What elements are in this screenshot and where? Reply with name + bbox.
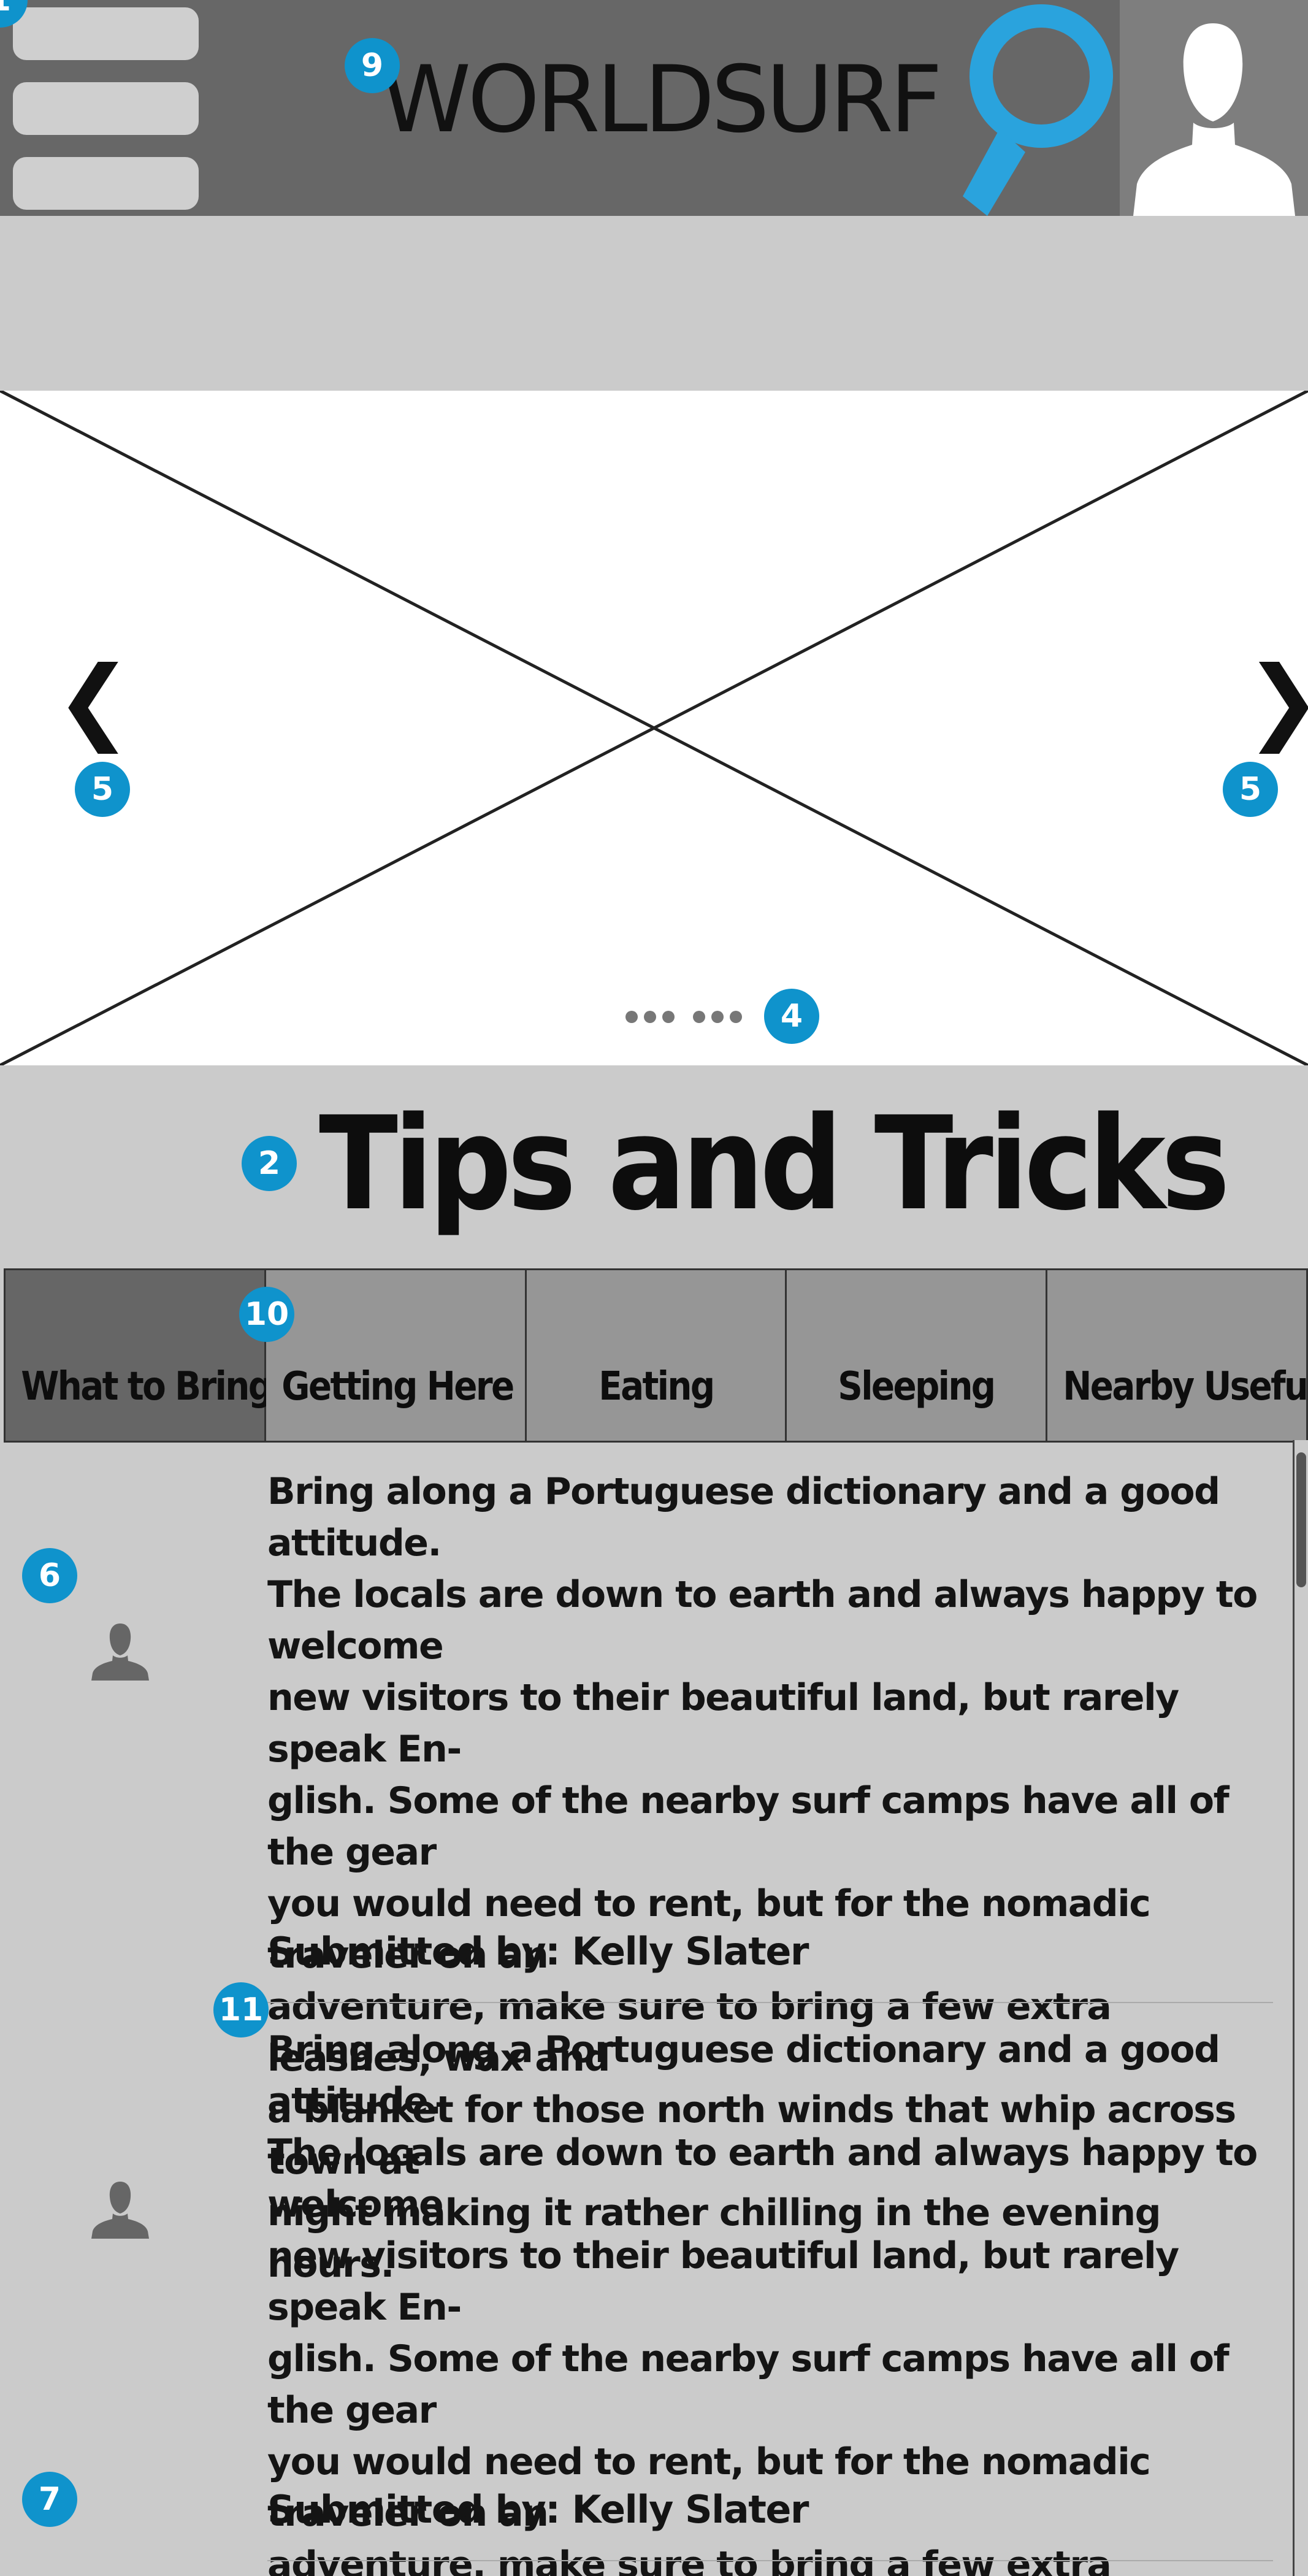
sub-header-bar — [0, 216, 1308, 391]
menu-icon-bar — [13, 82, 199, 135]
tab-eating[interactable]: Eating — [526, 1270, 787, 1441]
submitted-by: Submitted by: Kelly Slater — [267, 1929, 809, 1974]
tips-list: Bring along a Portuguese dictionary and … — [0, 1443, 1308, 2576]
annotation-badge: 4 — [764, 989, 819, 1044]
annotation-badge: 7 — [22, 2472, 77, 2527]
header-bar: WORLDSURF — [0, 0, 1308, 216]
app-title: WORLDSURF — [380, 47, 943, 153]
pagination-dot[interactable] — [711, 1011, 724, 1023]
tab-label: Eating — [598, 1364, 715, 1409]
search-button[interactable] — [957, 0, 1122, 216]
pagination-dot[interactable] — [625, 1011, 638, 1023]
comment-line: night making it rather chilling in the e… — [267, 2191, 1161, 2286]
comment-line: you would need to rent, but for the noma… — [267, 2440, 1151, 2535]
annotation-badge: 1 — [0, 0, 28, 28]
pagination-dot[interactable] — [662, 1011, 675, 1023]
comment-line: glish. Some of the nearby surf camps hav… — [267, 1779, 1230, 1874]
user-avatar-icon — [1133, 23, 1295, 216]
image-placeholder — [0, 391, 1308, 1065]
tab-sleeping[interactable]: Sleeping — [787, 1270, 1048, 1441]
menu-icon — [13, 7, 199, 60]
tab-what-to-bring[interactable]: What to Bring — [6, 1270, 273, 1441]
comment-line: The locals are down to earth and always … — [267, 1573, 1258, 1668]
comment-line: Bring along a Portuguese dictionary and … — [267, 1470, 1220, 1565]
annotation-badge: 5 — [75, 762, 130, 817]
tab-getting-here[interactable]: Getting Here — [266, 1270, 527, 1441]
submitted-by: Submitted by: Kelly Slater — [267, 2487, 809, 2532]
carousel-next-button[interactable]: ❯ — [1245, 654, 1308, 746]
comment-line: Bring along a Portuguese dictionary and … — [267, 2028, 1220, 2123]
tab-label: Getting Here — [281, 1364, 514, 1409]
tab-label: Sleeping — [838, 1364, 996, 1409]
divider — [267, 2560, 1273, 2561]
pagination-dot[interactable] — [644, 1011, 656, 1023]
comment-line: glish. Some of the nearby surf camps hav… — [267, 2337, 1230, 2432]
annotation-badge: 5 — [1223, 762, 1278, 817]
annotation-badge: 11 — [213, 1982, 269, 2037]
tab-label: What to Bring — [21, 1364, 273, 1409]
carousel-pagination[interactable] — [625, 1003, 754, 1028]
annotation-badge: 10 — [239, 1287, 294, 1342]
pagination-dot[interactable] — [730, 1011, 742, 1023]
user-icon — [91, 1623, 149, 1681]
annotation-badge: 2 — [242, 1136, 297, 1191]
tab-label: Nearby Usefuls — [1063, 1364, 1308, 1409]
profile-button[interactable] — [1120, 0, 1308, 216]
annotation-badge: 9 — [345, 38, 400, 93]
search-icon — [963, 4, 1113, 216]
pagination-dot[interactable] — [693, 1011, 705, 1023]
tips-tab-bar: What to Bring Getting Here Eating Sleepi… — [4, 1268, 1308, 1443]
hamburger-menu-button[interactable] — [0, 0, 208, 216]
list-scrollbar[interactable] — [1293, 1440, 1308, 2576]
comment-line: adventure, make sure to bring a few extr… — [267, 2543, 1112, 2576]
divider — [267, 2002, 1273, 2003]
comment-text: Bring along a Portuguese dictionary and … — [267, 1466, 1273, 2290]
comment-line: new visitors to their beautiful land, bu… — [267, 2234, 1179, 2329]
user-icon — [91, 2182, 149, 2239]
comment-line: a blanket for those north winds that whi… — [267, 2088, 1236, 2183]
tab-nearby-usefuls[interactable]: Nearby Usefuls — [1047, 1270, 1308, 1441]
annotation-badge: 6 — [22, 1548, 77, 1603]
comment-line: new visitors to their beautiful land, bu… — [267, 1676, 1179, 1771]
section-heading: Tips and Tricks — [319, 1089, 1230, 1239]
comment-line: adventure, make sure to bring a few extr… — [267, 1985, 1112, 2080]
comment-line: you would need to rent, but for the noma… — [267, 1882, 1151, 1977]
comment-line: The locals are down to earth and always … — [267, 2131, 1258, 2226]
scrollbar-thumb[interactable] — [1296, 1452, 1306, 1587]
image-carousel[interactable]: ❮ ❯ — [0, 391, 1308, 1065]
menu-icon-bar — [13, 157, 199, 210]
comment-text: Bring along a Portuguese dictionary and … — [267, 2024, 1273, 2576]
carousel-prev-button[interactable]: ❮ — [55, 647, 132, 754]
